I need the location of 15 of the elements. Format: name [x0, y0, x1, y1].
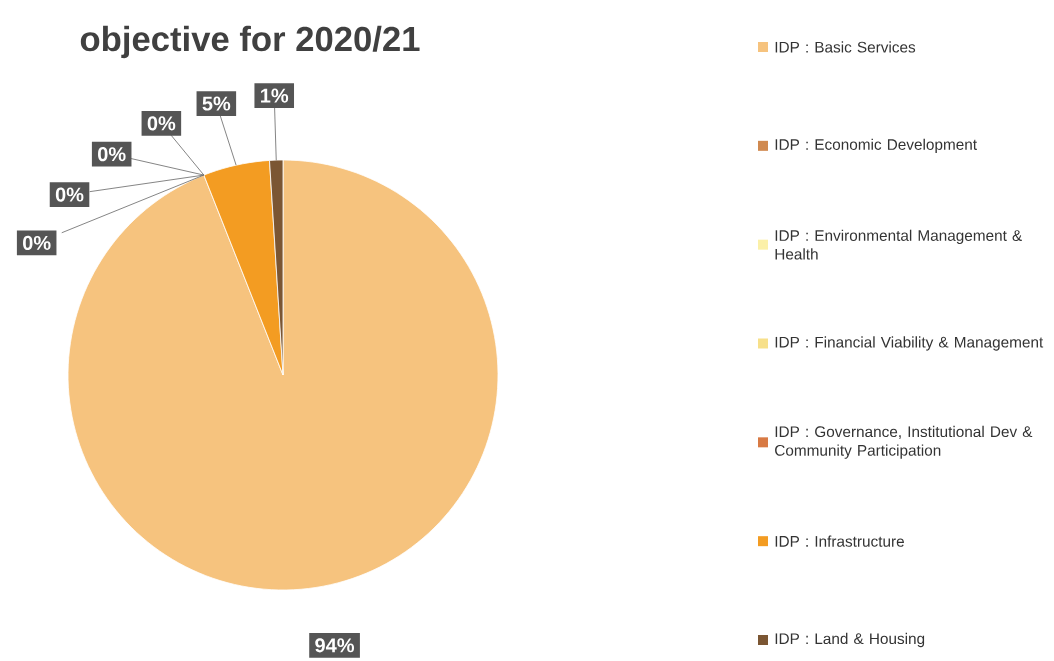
legend-label: IDP : Governance, Institutional Dev & Community Participation — [775, 425, 1033, 459]
text: 0% — [23, 235, 51, 250]
legend-label: IDP : Economic Development — [775, 138, 977, 153]
chart-title: objective for 2020/21 — [80, 25, 420, 59]
legend-label: IDP : Basic Services — [775, 41, 916, 53]
legend-label: IDP : Infrastructure — [775, 535, 904, 547]
legend-label: IDP : Environmental Management & Health — [775, 229, 1022, 260]
legend-label: IDP : Land & Housing — [775, 632, 925, 648]
text: 0% — [55, 187, 84, 202]
data-label: 1% — [261, 88, 289, 103]
legend-label: IDP : Financial Viability & Management — [775, 336, 1044, 351]
data-label: 5% — [202, 96, 231, 111]
text: 0% — [147, 116, 176, 131]
text: 0% — [98, 147, 126, 162]
data-label: 94% — [315, 638, 355, 653]
